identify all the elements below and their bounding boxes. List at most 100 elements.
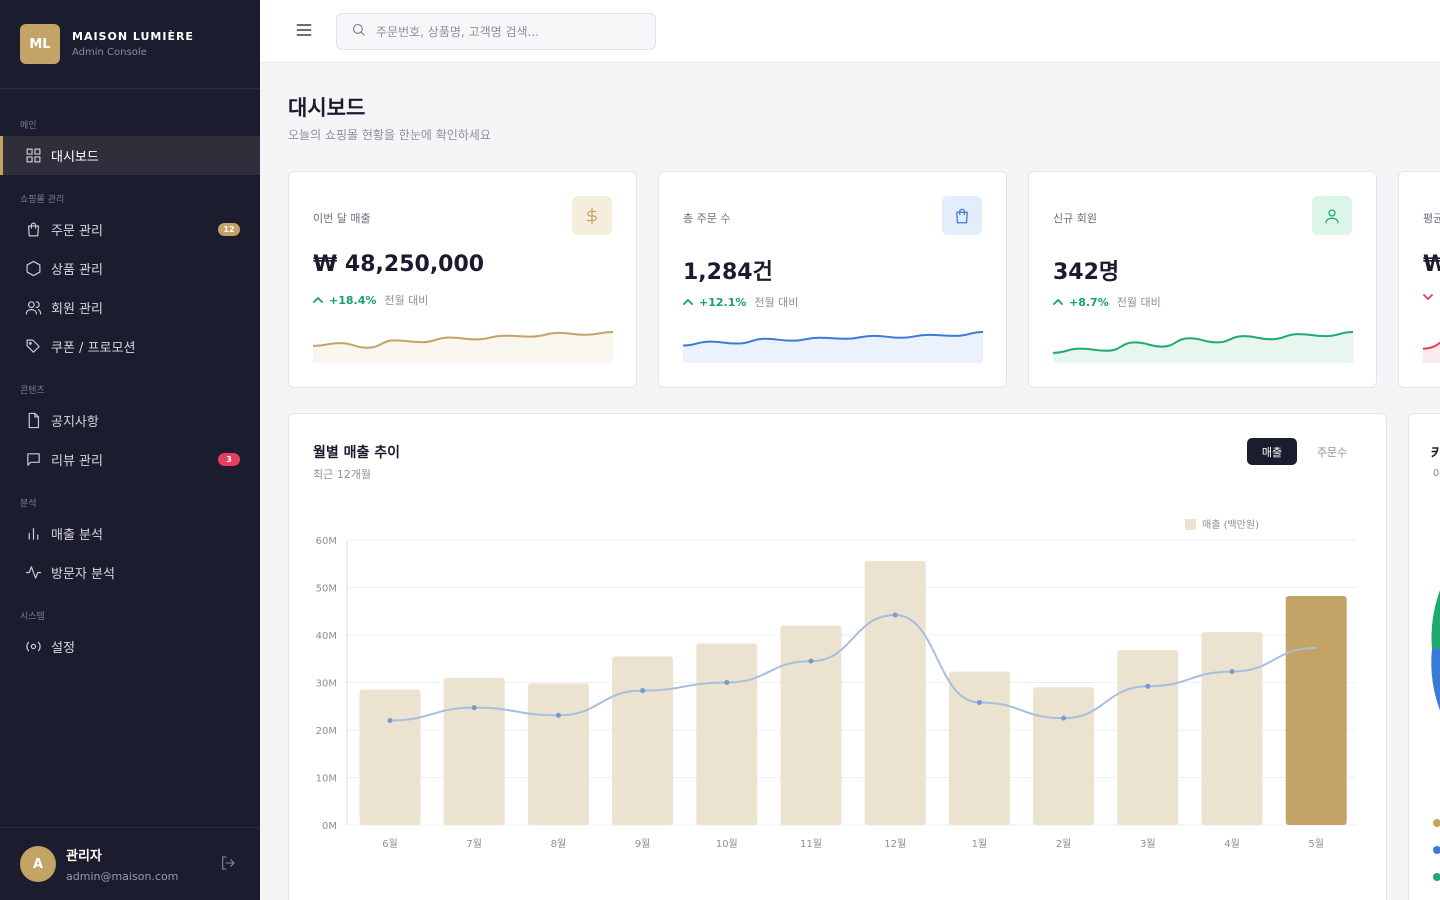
bar-9월: [612, 656, 674, 825]
bar-7월: [443, 677, 505, 825]
user-name: 관리자: [66, 849, 102, 864]
sidebar-item-notices[interactable]: 공지사항: [0, 401, 260, 440]
trend-point-10월: [724, 680, 730, 685]
trend-point-4월: [1229, 669, 1235, 675]
avatar: A: [20, 846, 56, 882]
trend-point-2월: [1061, 715, 1067, 721]
bar-1월: [948, 671, 1010, 825]
delta-percent: +8.7%: [1069, 295, 1109, 309]
dollar-icon: [572, 196, 612, 235]
reviews-count-badge: 3: [218, 453, 240, 466]
monthly-sales-chart: 매출 (백만원) 0M 10M 20M 30M 40M 50M 60M 6월 7월 8월 9월 10월 1…: [316, 519, 1357, 850]
x-tick-label: 10월: [716, 838, 738, 850]
svg-text:0: 0: [1433, 468, 1439, 479]
sidebar-item-label: 상품 관리: [51, 263, 103, 278]
x-tick-label: 7월: [466, 838, 482, 850]
topbar: [260, 0, 1440, 63]
y-tick-label: 60M: [316, 536, 337, 547]
menu-icon[interactable]: [294, 20, 314, 40]
brand-name: MAISON LUMIÈRE: [72, 30, 194, 43]
bar-8월: [527, 683, 589, 825]
sidebar-item-visitor-analytics[interactable]: 방문자 분석: [0, 553, 260, 592]
nav-section-shop: 쇼핑몰 관리: [20, 195, 65, 205]
file-icon: [24, 412, 42, 430]
donut-segment: [1431, 590, 1440, 650]
trend-point-9월: [640, 688, 646, 694]
sidebar-item-reviews[interactable]: 리뷰 관리 3: [0, 440, 260, 479]
stat-card-orders[interactable]: 총 주문 수 1,284건 +12.1% 전월 대비: [658, 171, 1007, 388]
legend-dot: [1433, 819, 1440, 827]
x-tick-label: 11월: [800, 838, 822, 850]
settings-icon: [24, 638, 42, 656]
stat-card-average[interactable]: 평균 ₩: [1398, 171, 1440, 388]
x-tick-label: 5월: [1308, 838, 1324, 850]
sidebar-item-members[interactable]: 회원 관리: [0, 288, 260, 327]
orders-count-badge: 12: [218, 223, 240, 236]
stat-card-revenue[interactable]: 이번 달 매출 ₩ 48,250,000 +18.4% 전월 대비: [288, 171, 637, 388]
bar-6월: [359, 689, 421, 825]
brand: ML MAISON LUMIÈRE Admin Console: [0, 0, 260, 89]
stat-delta: +18.4% 전월 대비: [313, 292, 428, 308]
stat-delta: +12.1% 전월 대비: [683, 294, 798, 310]
bar-2월: [1033, 687, 1095, 825]
brand-logo[interactable]: ML: [20, 24, 60, 64]
toggle-sales[interactable]: 매출: [1247, 438, 1297, 465]
y-tick-label: 30M: [316, 679, 337, 690]
sidebar-item-dashboard[interactable]: 대시보드: [0, 136, 260, 175]
logout-icon[interactable]: [220, 855, 236, 875]
delta-note: 전월 대비: [754, 296, 799, 309]
sidebar-item-sales-analytics[interactable]: 매출 분석: [0, 514, 260, 553]
sidebar-item-coupons[interactable]: 쿠폰 / 프로모션: [0, 327, 260, 366]
stat-card-members[interactable]: 신규 회원 342명 +8.7% 전월 대비: [1028, 171, 1377, 388]
sidebar-item-products[interactable]: 상품 관리: [0, 249, 260, 288]
sidebar-item-label: 회원 관리: [51, 302, 103, 317]
message-icon: [24, 451, 42, 469]
sidebar-item-label: 공지사항: [51, 415, 99, 430]
sidebar-item-settings[interactable]: 설정: [0, 627, 260, 666]
revenue-sparkline: [313, 331, 613, 363]
shopping-bag-icon: [942, 196, 982, 235]
stat-label: 평균: [1423, 212, 1440, 225]
x-tick-label: 6월: [382, 838, 398, 850]
sidebar-item-label: 쿠폰 / 프로모션: [51, 341, 136, 356]
chart-subtitle: 최근 12개월: [313, 468, 371, 481]
y-tick-label: 50M: [316, 584, 337, 595]
bar-4월: [1201, 632, 1263, 825]
sparkline-area: [313, 332, 613, 363]
stat-delta: +8.7% 전월 대비: [1053, 294, 1161, 310]
toggle-orders[interactable]: 주문수: [1307, 438, 1357, 465]
trend-point-7월: [471, 705, 477, 711]
monthly-sales-chart-card: 월별 매출 추이 최근 12개월 매출 주문수 매출 (백만원) 0M 10M 20M…: [288, 413, 1387, 900]
stat-label: 총 주문 수: [683, 212, 731, 225]
grid-icon: [24, 147, 42, 165]
x-tick-label: 12월: [884, 838, 906, 850]
trend-point-8월: [555, 712, 561, 718]
chevron-down-icon: [1423, 292, 1433, 302]
user-profile[interactable]: A 관리자 admin@maison.com: [0, 827, 260, 900]
category-donut-chart: 카 0: [1431, 446, 1440, 881]
page-title: 대시보드: [288, 96, 366, 120]
sidebar-item-orders[interactable]: 주문 관리 12: [0, 210, 260, 249]
sidebar: ML MAISON LUMIÈRE Admin Console 메인 대시보드 …: [0, 0, 260, 900]
activity-icon: [24, 564, 42, 582]
sidebar-item-label: 리뷰 관리: [51, 454, 103, 469]
arrow-up-icon: [683, 297, 693, 307]
legend-label: 매출 (백만원): [1202, 519, 1259, 531]
sparkline-line: [1053, 331, 1353, 354]
users-icon: [24, 299, 42, 317]
sparkline-area: [1053, 332, 1353, 363]
stat-delta: [1423, 292, 1439, 302]
members-sparkline: [1053, 331, 1353, 363]
sparkline-line: [683, 331, 983, 347]
orders-sparkline: [683, 331, 983, 363]
sparkline-area: [1423, 342, 1440, 363]
bar-11월: [780, 625, 842, 825]
stat-value: ₩ 48,250,000: [313, 252, 485, 277]
user-email: admin@maison.com: [66, 870, 179, 883]
bar-3월: [1117, 650, 1179, 825]
search-box[interactable]: [336, 13, 656, 50]
average-sparkline: [1423, 341, 1440, 363]
x-tick-label: 4월: [1224, 838, 1240, 850]
search-input[interactable]: [376, 24, 636, 39]
trend-point-6월: [387, 718, 393, 723]
